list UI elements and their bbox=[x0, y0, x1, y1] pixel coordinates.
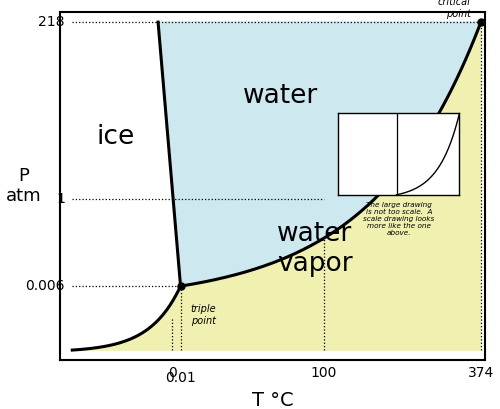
Text: triple
point: triple point bbox=[191, 304, 216, 326]
Polygon shape bbox=[72, 22, 180, 350]
Text: 218: 218 bbox=[38, 15, 65, 29]
Text: water: water bbox=[244, 83, 318, 109]
Polygon shape bbox=[158, 22, 481, 286]
Text: T °C: T °C bbox=[252, 391, 294, 409]
Polygon shape bbox=[72, 22, 481, 350]
Text: 0: 0 bbox=[168, 366, 177, 380]
Text: 0.006: 0.006 bbox=[26, 279, 65, 293]
Text: 374: 374 bbox=[468, 366, 494, 380]
Text: ice: ice bbox=[96, 124, 134, 151]
Text: 100: 100 bbox=[310, 366, 337, 380]
Text: 0.01: 0.01 bbox=[165, 371, 196, 385]
Text: The large drawing
is not too scale.  A
scale drawing looks
more like the one
abo: The large drawing is not too scale. A sc… bbox=[364, 202, 434, 236]
Text: water
vapor: water vapor bbox=[277, 221, 353, 276]
Text: critical
point: critical point bbox=[438, 0, 470, 19]
Text: 1: 1 bbox=[56, 192, 65, 206]
Text: P
atm: P atm bbox=[6, 167, 42, 205]
